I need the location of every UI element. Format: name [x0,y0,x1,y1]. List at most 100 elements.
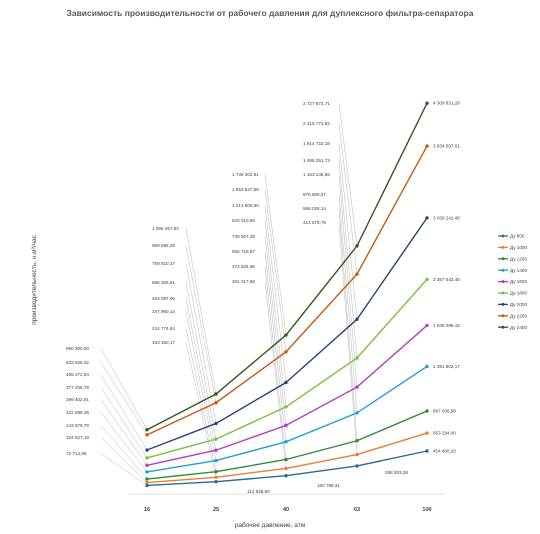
legend-label: Ду 1400 [510,268,527,273]
legend-marker [501,257,505,261]
leader-line [100,453,148,486]
leader-line [338,123,358,275]
data-label: 1 391 802,17 [433,364,460,369]
data-point [214,448,218,452]
data-point [284,440,288,444]
series-line [146,278,428,459]
data-point [284,423,288,428]
leader-line [264,281,287,469]
series-line [146,324,428,466]
legend-marker [501,325,505,329]
data-point [284,350,288,354]
data-point [214,401,218,405]
data-label: 296 402,91 [66,397,89,402]
data-point [355,244,359,248]
data-label: 463 087,06 [152,296,175,301]
legend-marker [501,291,505,295]
data-label: 374 834,96 [232,264,255,269]
legend-label: Ду 1200 [510,256,527,261]
data-point [425,144,429,148]
data-point [145,480,149,485]
legend-label: Ду 1600 [510,279,527,284]
data-label: 414 575,79 [303,220,326,225]
x-tick-label: 40 [283,507,289,513]
data-label: 2 357 542,48 [433,277,460,282]
leader-line [338,222,358,455]
data-label: 989 696,28 [152,243,175,248]
data-point [214,480,218,484]
leader-line [338,208,358,441]
data-point [214,392,218,396]
data-label: 3 834 507,01 [433,144,460,149]
data-label: 876 805,37 [303,192,326,197]
legend-label: Ду 1000 [510,245,527,250]
data-label: 224 774,84 [152,326,175,331]
leader-line [100,374,148,451]
x-tick-label: 16 [144,507,150,513]
data-label: 1 846 098,19 [433,323,460,328]
data-point [214,421,218,426]
x-axis-title: рабочее давление, атм [235,521,306,529]
data-label: 1 914 722,18 [303,141,330,146]
data-label: 897 836,98 [433,409,456,414]
data-point [145,470,149,474]
legend-marker [501,268,505,272]
data-point [284,405,288,409]
data-point [145,433,149,437]
data-label: 222 688,35 [66,410,89,415]
leader-line [185,328,217,472]
legend: Ду 800 Ду 1000 Ду 1200 Ду 1400 Ду 1600 Ду 180… [498,234,527,330]
data-label: 143 879,79 [66,423,89,428]
data-point [355,411,359,415]
leader-line [185,228,217,395]
data-point [145,477,149,481]
data-label: 347 960,14 [152,309,175,314]
leader-line [264,189,287,352]
data-point [355,317,359,321]
data-label: 2 727 873,71 [303,101,330,106]
data-point [425,101,429,105]
y-axis-title: производительность, н.м³/час [31,234,38,324]
data-point [425,449,429,453]
legend-marker [501,234,505,238]
leader-line [264,251,287,442]
data-label: 180 788,41 [317,483,340,488]
leader-line [185,245,217,403]
data-label: 1 739 302,51 [232,172,259,177]
data-label: 738 507,38 [232,234,255,239]
leader-line [185,298,217,451]
data-point [145,463,149,467]
leader-line [264,205,287,383]
data-label: 943 010,56 [232,218,255,223]
legend-label: Ду 2000 [510,302,527,307]
data-point [355,464,359,468]
data-point [425,431,429,435]
legend-label: Ду 2200 [510,313,527,318]
x-tick-label: 63 [354,507,360,513]
data-label: 377 206,79 [66,385,89,390]
data-point [145,448,149,452]
data-label: 1 213 806,90 [232,203,259,208]
data-point [425,323,429,328]
data-label: 454 466,20 [433,449,456,454]
leader-line [264,174,287,336]
data-label: 288 503,28 [385,470,408,475]
data-label: 690 300,00 [66,346,89,351]
legend-label: Ду 800 [510,234,525,239]
data-label: 556 718,87 [232,249,255,254]
leader-line [100,437,148,483]
legend-marker [501,302,505,306]
leader-line [100,387,148,459]
leader-line [264,220,287,407]
plot-area: 16 25 40 63 100 690 300,00 633 528,32 465 272,5… [66,101,460,513]
x-tick-label: 100 [422,507,431,513]
data-label: 568 026,14 [303,206,326,211]
data-point [145,456,149,460]
leader-line [338,174,358,388]
data-label: 653 294,90 [433,431,456,436]
data-point [214,458,218,463]
data-label: 1 163 148,86 [303,172,330,177]
data-point [284,466,288,471]
leader-line [338,160,358,359]
